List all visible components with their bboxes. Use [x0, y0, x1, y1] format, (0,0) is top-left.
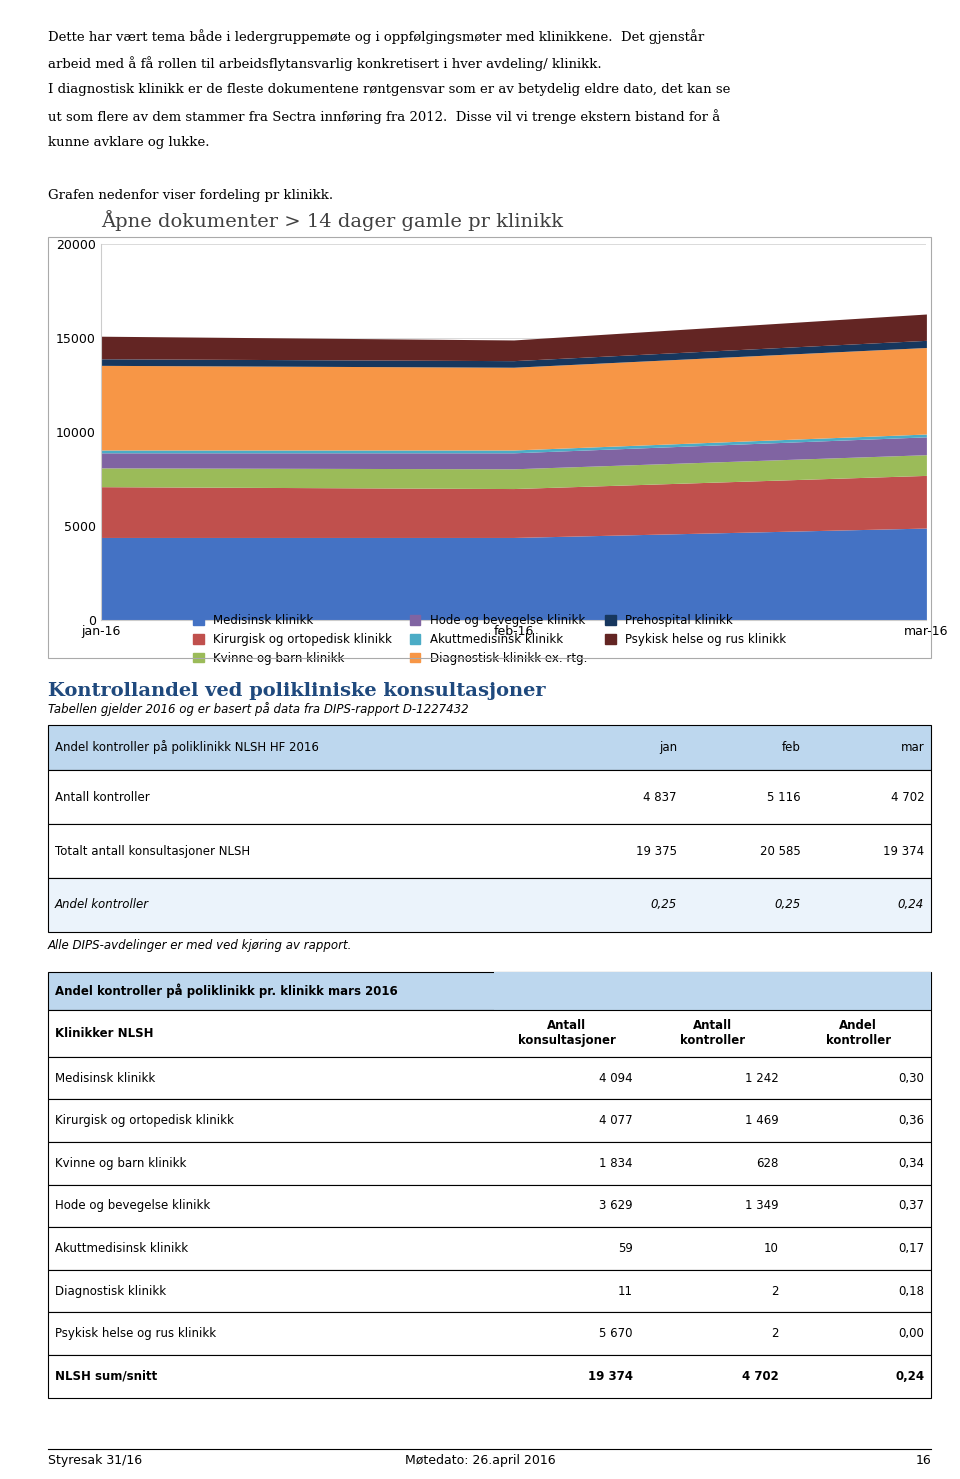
- Text: Totalt antall konsultasjoner NLSH: Totalt antall konsultasjoner NLSH: [55, 845, 251, 858]
- Text: 1 469: 1 469: [745, 1114, 779, 1127]
- Text: feb: feb: [781, 741, 801, 754]
- Text: Kontrollandel ved polikliniske konsultasjoner: Kontrollandel ved polikliniske konsultas…: [48, 682, 545, 701]
- Text: 0,00: 0,00: [899, 1327, 924, 1340]
- Text: 11: 11: [617, 1285, 633, 1297]
- Text: 0,34: 0,34: [899, 1157, 924, 1170]
- Bar: [494, 972, 639, 1010]
- Text: Diagnostisk klinikk: Diagnostisk klinikk: [55, 1285, 166, 1297]
- Text: 19 374: 19 374: [883, 845, 924, 858]
- Text: Hode og bevegelse klinikk: Hode og bevegelse klinikk: [55, 1199, 210, 1213]
- Text: 5 116: 5 116: [767, 791, 801, 803]
- Text: 0,17: 0,17: [898, 1242, 924, 1256]
- Text: 0,25: 0,25: [774, 898, 801, 911]
- Text: 10: 10: [763, 1242, 779, 1256]
- Text: 5 670: 5 670: [599, 1327, 633, 1340]
- Text: Andel kontroller på poliklinikk NLSH HF 2016: Andel kontroller på poliklinikk NLSH HF …: [55, 741, 319, 754]
- Text: 0,36: 0,36: [899, 1114, 924, 1127]
- Text: 0,18: 0,18: [899, 1285, 924, 1297]
- Text: Akuttmedisinsk klinikk: Akuttmedisinsk klinikk: [55, 1242, 188, 1256]
- Bar: [48, 771, 931, 824]
- Text: 16: 16: [916, 1454, 931, 1467]
- Text: 0,24: 0,24: [898, 898, 924, 911]
- Bar: [48, 972, 931, 1010]
- Text: NLSH sum/snitt: NLSH sum/snitt: [55, 1370, 157, 1383]
- Text: 0,24: 0,24: [895, 1370, 924, 1383]
- Bar: [785, 972, 931, 1010]
- Text: kunne avklare og lukke.: kunne avklare og lukke.: [48, 136, 209, 149]
- Bar: [48, 1099, 931, 1142]
- Text: Antall
konsultasjoner: Antall konsultasjoner: [518, 1019, 615, 1047]
- Text: 4 702: 4 702: [742, 1370, 779, 1383]
- Text: 59: 59: [618, 1242, 633, 1256]
- Text: Tabellen gjelder 2016 og er basert på data fra DIPS-rapport D-1227432: Tabellen gjelder 2016 og er basert på da…: [48, 703, 468, 716]
- Bar: [48, 1228, 931, 1270]
- Text: 2: 2: [771, 1327, 779, 1340]
- Text: 4 702: 4 702: [891, 791, 924, 803]
- Text: Dette har vært tema både i ledergruppemøte og i oppfølgingsmøter med klinikkene.: Dette har vært tema både i ledergruppemø…: [48, 30, 705, 44]
- Bar: [48, 725, 931, 771]
- Text: Andel kontroller på poliklinikk pr. klinikk mars 2016: Andel kontroller på poliklinikk pr. klin…: [55, 984, 397, 998]
- Text: Møtedato: 26.april 2016: Møtedato: 26.april 2016: [405, 1454, 555, 1467]
- Text: Kvinne og barn klinikk: Kvinne og barn klinikk: [55, 1157, 186, 1170]
- Text: Antall kontroller: Antall kontroller: [55, 791, 150, 803]
- Text: Klinikker NLSH: Klinikker NLSH: [55, 1026, 154, 1040]
- Text: 628: 628: [756, 1157, 779, 1170]
- Text: 1 349: 1 349: [745, 1199, 779, 1213]
- Text: 0,25: 0,25: [651, 898, 677, 911]
- Bar: [48, 1185, 931, 1228]
- Text: Alle DIPS-avdelinger er med ved kjøring av rapport.: Alle DIPS-avdelinger er med ved kjøring …: [48, 939, 352, 952]
- Text: 1 242: 1 242: [745, 1072, 779, 1084]
- Legend: Medisinsk klinikk, Kirurgisk og ortopedisk klinikk, Kvinne og barn klinikk, Hode: Medisinsk klinikk, Kirurgisk og ortopedi…: [193, 614, 786, 664]
- Text: Andel
kontroller: Andel kontroller: [826, 1019, 891, 1047]
- Text: Antall
kontroller: Antall kontroller: [680, 1019, 745, 1047]
- Text: Styresak 31/16: Styresak 31/16: [48, 1454, 142, 1467]
- Text: 20 585: 20 585: [759, 845, 801, 858]
- Bar: [48, 1355, 931, 1398]
- Bar: [48, 1142, 931, 1185]
- Text: 3 629: 3 629: [599, 1199, 633, 1213]
- Text: Åpne dokumenter > 14 dager gamle pr klinikk: Åpne dokumenter > 14 dager gamle pr klin…: [101, 210, 563, 231]
- Bar: [48, 1312, 931, 1355]
- Text: 19 374: 19 374: [588, 1370, 633, 1383]
- Text: 0,37: 0,37: [899, 1199, 924, 1213]
- Bar: [48, 879, 931, 932]
- Text: Andel kontroller: Andel kontroller: [55, 898, 149, 911]
- Text: mar: mar: [900, 741, 924, 754]
- Text: Kirurgisk og ortopedisk klinikk: Kirurgisk og ortopedisk klinikk: [55, 1114, 234, 1127]
- Bar: [639, 972, 785, 1010]
- Text: 0,30: 0,30: [899, 1072, 924, 1084]
- Bar: [48, 1057, 931, 1099]
- Text: 1 834: 1 834: [599, 1157, 633, 1170]
- Text: Medisinsk klinikk: Medisinsk klinikk: [55, 1072, 156, 1084]
- Bar: [48, 824, 931, 879]
- Text: 4 077: 4 077: [599, 1114, 633, 1127]
- Text: ut som flere av dem stammer fra Sectra innføring fra 2012.  Disse vil vi trenge : ut som flere av dem stammer fra Sectra i…: [48, 109, 720, 124]
- Text: 4 094: 4 094: [599, 1072, 633, 1084]
- Text: 2: 2: [771, 1285, 779, 1297]
- Text: 19 375: 19 375: [636, 845, 677, 858]
- Text: I diagnostisk klinikk er de fleste dokumentene røntgensvar som er av betydelig e: I diagnostisk klinikk er de fleste dokum…: [48, 83, 731, 96]
- Bar: [48, 1010, 931, 1057]
- Text: jan: jan: [659, 741, 677, 754]
- Text: Grafen nedenfor viser fordeling pr klinikk.: Grafen nedenfor viser fordeling pr klini…: [48, 189, 333, 203]
- Text: Psykisk helse og rus klinikk: Psykisk helse og rus klinikk: [55, 1327, 216, 1340]
- Text: 4 837: 4 837: [643, 791, 677, 803]
- Bar: [48, 1270, 931, 1312]
- Text: arbeid med å få rollen til arbeidsflytansvarlig konkretisert i hver avdeling/ kl: arbeid med å få rollen til arbeidsflytan…: [48, 56, 602, 71]
